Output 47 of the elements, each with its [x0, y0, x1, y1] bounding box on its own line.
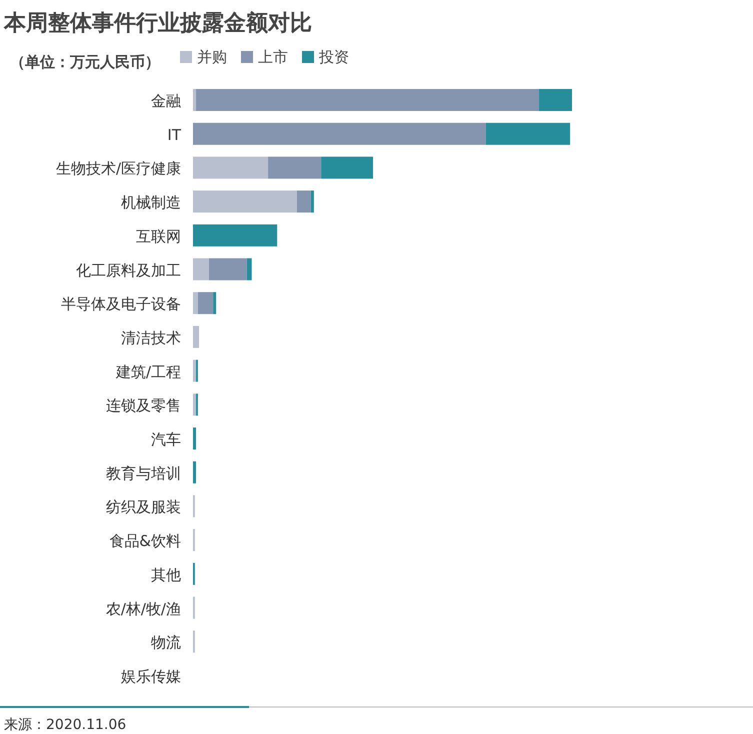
y-tick-label: 食品&饮料 [109, 532, 181, 550]
y-tick-label: 娱乐传媒 [121, 667, 181, 686]
bar [208, 258, 247, 280]
y-tick-label: 半导体及电子设备 [61, 295, 181, 314]
bar [268, 156, 322, 179]
bar [213, 292, 216, 314]
bar [246, 258, 252, 280]
y-tick-label: 生物技术/医疗健康 [56, 160, 181, 178]
y-tick-label: 建筑/工程 [114, 362, 181, 381]
y-tick-label: 化工原料及加工 [76, 261, 181, 280]
bar [193, 292, 198, 314]
bar [193, 122, 486, 145]
bar [198, 292, 214, 314]
bar [321, 156, 374, 179]
bar [193, 258, 209, 280]
bar [193, 89, 196, 111]
legend-label: 上市 [258, 48, 288, 66]
y-tick-label: 农/林/牧/渔 [106, 600, 181, 618]
bar [196, 89, 540, 111]
bar [193, 156, 268, 179]
y-tick-label: 清洁技术 [121, 328, 181, 347]
y-tick-label: 互联网 [136, 227, 181, 246]
legend-label: 投资 [318, 48, 349, 66]
source-note: 来源：2020.11.06 [4, 717, 126, 733]
legend-label: 并购 [197, 48, 227, 66]
y-tick-label: 教育与培训 [106, 464, 181, 482]
chart-title: 本周整体事件行业披露金额对比 [3, 10, 312, 36]
bar [486, 122, 570, 145]
bar [310, 190, 314, 213]
bar [296, 190, 311, 213]
y-tick-label: 金融 [151, 92, 181, 110]
bar [193, 428, 196, 450]
y-tick-label: 其他 [151, 566, 181, 584]
bar [193, 224, 278, 246]
bar [193, 461, 196, 484]
y-tick-label: IT [167, 126, 182, 144]
bar [539, 89, 572, 111]
bar [193, 394, 196, 416]
y-tick-label: 物流 [151, 634, 181, 652]
y-tick-label: 连锁及零售 [106, 396, 181, 415]
y-tick-label: 汽车 [151, 430, 181, 448]
bar [193, 360, 196, 382]
bar [193, 190, 297, 213]
chart-subtitle: （单位：万元人民币） [10, 53, 160, 71]
y-tick-label: 机械制造 [121, 194, 181, 212]
bar [193, 326, 200, 348]
y-tick-label: 纺织及服装 [106, 498, 181, 516]
